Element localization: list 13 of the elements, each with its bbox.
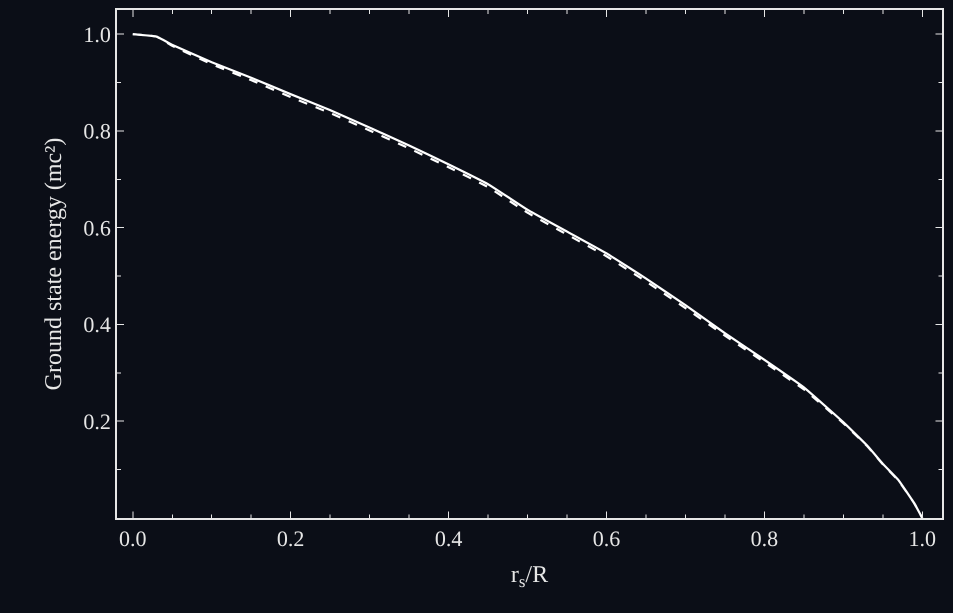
y-tick-label: 0.2 xyxy=(83,408,111,434)
y-tick-label: 0.8 xyxy=(83,118,111,144)
x-tick-label: 0.2 xyxy=(276,526,304,552)
y-axis-title: Ground state energy (mc²) xyxy=(40,138,67,390)
x-tick-label: 0.0 xyxy=(119,526,147,552)
y-tick-label: 1.0 xyxy=(83,22,111,47)
y-tick-label: 0.4 xyxy=(83,312,111,338)
x-tick-label: 0.8 xyxy=(750,526,778,552)
x-tick-label: 0.6 xyxy=(592,526,620,552)
y-tick-label: 0.6 xyxy=(83,215,111,240)
x-axis-title: r$_{s}$/R xyxy=(510,562,548,591)
x-tick-label: 0.4 xyxy=(434,526,462,552)
x-tick-label: 1.0 xyxy=(908,526,936,552)
